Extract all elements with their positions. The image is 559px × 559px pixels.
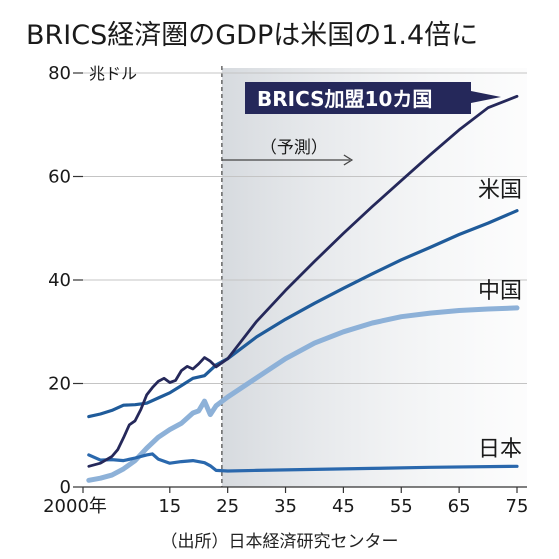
forecast-label: （予測） [260, 138, 328, 158]
series-line [87, 452, 519, 473]
tick-label-y: 60 [48, 167, 71, 188]
series-line [87, 94, 519, 468]
forecast-arrow-head [343, 154, 354, 166]
tick-label-y: 20 [48, 374, 71, 395]
axes: 0 20 40 60 80 兆ドル 2000年 15 25 35 45 55 65 75 [43, 63, 528, 517]
tick-label-y: 0 [60, 477, 71, 498]
series-label: 日本 [478, 437, 522, 462]
unit-label: 兆ドル [89, 64, 137, 83]
series-label: 中国 [478, 279, 522, 304]
chart-title: BRICS経済圏のGDPは米国の1.4倍に [26, 20, 479, 51]
forecast-shading [221, 68, 527, 487]
tick-label-x: 2000年 [43, 496, 107, 517]
tick-label-x: 15 [158, 496, 181, 517]
series-label: 米国 [478, 178, 522, 203]
tick-label-x: 45 [332, 496, 355, 517]
tick-label-y: 40 [48, 270, 71, 291]
tick-label-y: 80 [48, 63, 71, 84]
series-line [86, 305, 520, 483]
forecast-region: （予測） [221, 66, 527, 487]
tick-label-x: 35 [274, 496, 297, 517]
series-line [87, 209, 519, 419]
tick-label-x: 25 [216, 496, 239, 517]
source-note: （出所）日本経済研究センター [160, 532, 399, 552]
tick-label-x: 75 [506, 496, 529, 517]
series-lines [86, 94, 520, 483]
tick-label-x: 55 [390, 496, 413, 517]
callout-label: BRICS加盟10カ国 [257, 87, 432, 111]
callout-box [245, 82, 501, 114]
tick-label-x: 65 [448, 496, 471, 517]
